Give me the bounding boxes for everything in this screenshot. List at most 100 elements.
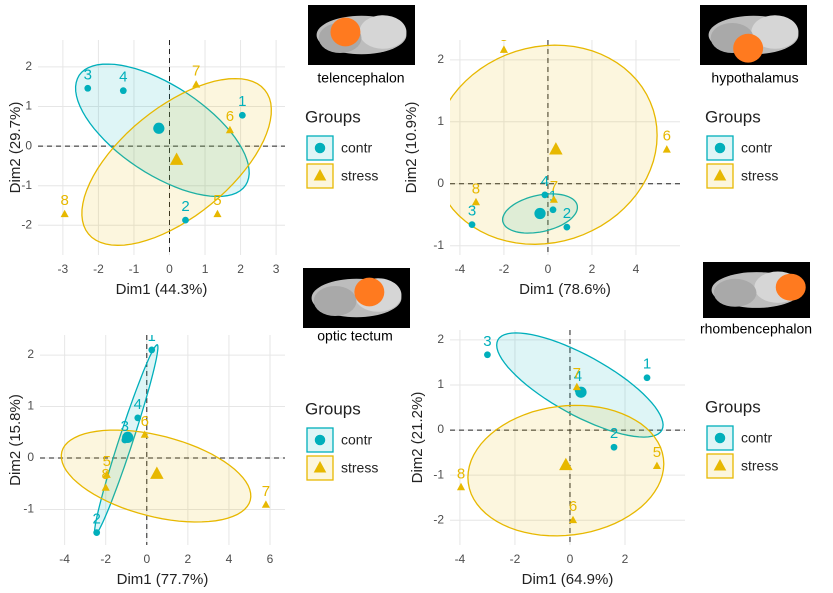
x-tick-label: 0 bbox=[567, 552, 574, 566]
legend-marker bbox=[313, 169, 327, 181]
point-label: 7 bbox=[550, 178, 558, 195]
x-axis-label: Dim1 (77.7%) bbox=[117, 571, 209, 588]
y-axis-label: Dim2 (15.8%) bbox=[7, 394, 24, 486]
point-label: 5 bbox=[653, 444, 661, 461]
point-label: 2 bbox=[610, 425, 618, 442]
point bbox=[549, 206, 557, 214]
legend-label: stress bbox=[741, 458, 778, 474]
brain-shape bbox=[313, 286, 357, 316]
point-label: 7 bbox=[192, 63, 200, 80]
y-tick-label: -2 bbox=[433, 512, 444, 526]
point bbox=[484, 351, 491, 359]
point bbox=[102, 470, 111, 478]
y-tick-label: 2 bbox=[437, 332, 444, 346]
legend-label: stress bbox=[341, 168, 378, 184]
point-label: 1 bbox=[148, 328, 156, 345]
point bbox=[652, 461, 661, 470]
point bbox=[84, 84, 92, 92]
brain-region bbox=[775, 273, 806, 301]
point-label: 8 bbox=[472, 180, 480, 197]
y-tick-label: 1 bbox=[25, 99, 32, 113]
x-tick-label: -2 bbox=[100, 552, 111, 566]
point-label: 6 bbox=[141, 413, 149, 430]
point-label: 4 bbox=[134, 396, 142, 413]
point bbox=[568, 515, 578, 524]
x-axis-label: Dim1 (78.6%) bbox=[519, 281, 611, 298]
point bbox=[610, 443, 618, 451]
point-label: 4 bbox=[541, 173, 549, 190]
brain-shape bbox=[359, 15, 407, 49]
point bbox=[549, 195, 558, 203]
x-tick-label: 4 bbox=[633, 262, 640, 276]
y-tick-label: 0 bbox=[437, 176, 444, 190]
legend-label: stress bbox=[341, 460, 378, 476]
region-label: hypothalamus bbox=[711, 70, 798, 86]
point bbox=[456, 482, 466, 491]
x-tick-label: -1 bbox=[129, 262, 140, 276]
legend-marker bbox=[314, 142, 326, 154]
point bbox=[148, 346, 156, 354]
x-tick-label: -2 bbox=[93, 262, 104, 276]
brain-region bbox=[330, 17, 361, 47]
point bbox=[119, 87, 127, 95]
legend-marker bbox=[313, 461, 327, 473]
x-tick-label: 1 bbox=[202, 262, 209, 276]
point-label: 8 bbox=[60, 192, 68, 209]
point-label: 8 bbox=[457, 465, 465, 482]
point bbox=[471, 197, 481, 206]
point-label: 3 bbox=[483, 333, 491, 350]
point-label: 3 bbox=[121, 418, 129, 435]
x-tick-label: -4 bbox=[59, 552, 70, 566]
legend-key bbox=[706, 163, 734, 189]
point bbox=[101, 483, 110, 491]
point bbox=[662, 145, 671, 153]
y-tick-label: 1 bbox=[437, 114, 444, 128]
legend-label: contr bbox=[341, 432, 372, 448]
point-label: 3 bbox=[468, 203, 476, 220]
point-label: 1 bbox=[549, 188, 557, 205]
x-tick-label: 2 bbox=[237, 262, 244, 276]
point-label: 2 bbox=[93, 511, 101, 528]
x-tick-label: 0 bbox=[143, 552, 150, 566]
point bbox=[499, 45, 508, 53]
legend-marker bbox=[714, 432, 726, 444]
legend-key bbox=[306, 455, 334, 481]
group-mean bbox=[153, 122, 165, 134]
point-label: 5 bbox=[500, 28, 508, 45]
point-label: 1 bbox=[238, 93, 246, 110]
point-label: 5 bbox=[103, 453, 111, 470]
brain-region bbox=[354, 277, 385, 307]
point bbox=[468, 221, 476, 229]
y-tick-label: -1 bbox=[433, 467, 444, 481]
y-tick-label: 2 bbox=[25, 59, 32, 73]
group-mean bbox=[122, 431, 134, 444]
region-label: optic tectum bbox=[317, 328, 392, 344]
point-label: 2 bbox=[563, 205, 571, 222]
x-tick-label: -2 bbox=[510, 552, 521, 566]
x-tick-label: -3 bbox=[58, 262, 69, 276]
point-label: 7 bbox=[573, 365, 581, 382]
y-tick-label: -2 bbox=[21, 217, 32, 231]
x-tick-label: 2 bbox=[589, 262, 596, 276]
point bbox=[572, 382, 581, 391]
region-label: rhombencephalon bbox=[700, 321, 812, 337]
region-label: telencephalon bbox=[317, 70, 404, 86]
point bbox=[93, 529, 101, 537]
point bbox=[261, 500, 270, 508]
point-label: 4 bbox=[119, 69, 127, 86]
y-axis-label: Dim2 (10.9%) bbox=[403, 102, 420, 194]
y-tick-label: 0 bbox=[27, 450, 34, 464]
y-axis-label: Dim2 (21.2%) bbox=[409, 392, 426, 484]
x-tick-label: 0 bbox=[166, 262, 173, 276]
point-label: 6 bbox=[226, 108, 234, 125]
point-label: 2 bbox=[181, 198, 189, 215]
x-axis-label: Dim1 (44.3%) bbox=[116, 281, 208, 298]
point-label: 3 bbox=[84, 66, 92, 83]
brain-region bbox=[733, 33, 764, 63]
group-mean bbox=[150, 466, 164, 479]
point bbox=[134, 414, 142, 422]
y-tick-label: 0 bbox=[25, 138, 32, 152]
